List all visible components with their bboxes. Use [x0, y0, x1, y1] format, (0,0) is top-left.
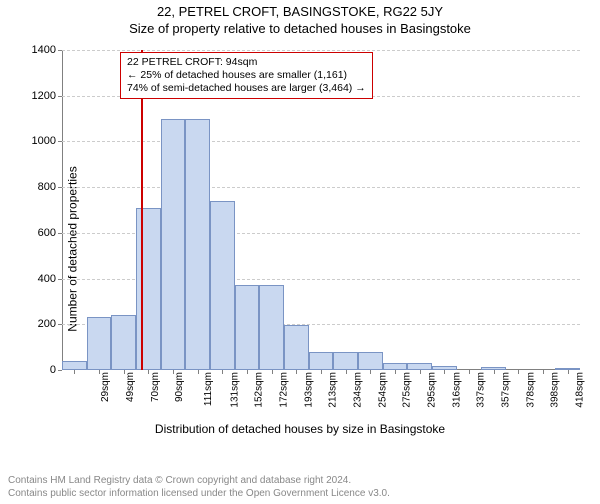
y-tick-mark [58, 141, 62, 142]
x-tick-label: 90sqm [174, 372, 185, 402]
info-box: 22 PETREL CROFT: 94sqm← 25% of detached … [120, 52, 373, 99]
x-tick-label: 111sqm [203, 372, 214, 406]
y-tick-label: 200 [38, 318, 56, 330]
y-tick-label: 1400 [32, 44, 56, 56]
x-tick-mark [74, 370, 75, 374]
chart-container: Number of detached properties 0200400600… [0, 42, 600, 442]
histogram-bar [87, 317, 112, 370]
histogram-bar [185, 119, 210, 370]
grid-line [62, 141, 580, 142]
x-tick-label: 316sqm [451, 372, 462, 408]
x-tick-label: 398sqm [550, 372, 561, 408]
page-subtitle: Size of property relative to detached ho… [0, 21, 600, 36]
histogram-bar [136, 208, 161, 370]
y-tick-mark [58, 187, 62, 188]
y-tick-mark [58, 50, 62, 51]
info-box-line: 22 PETREL CROFT: 94sqm [127, 56, 366, 69]
y-tick-mark [58, 370, 62, 371]
x-tick-mark [444, 370, 445, 374]
x-tick-label: 254sqm [377, 372, 388, 408]
histogram-bar [111, 315, 136, 370]
histogram-bar [259, 285, 284, 370]
histogram-bar [309, 352, 334, 370]
x-tick-label: 234sqm [353, 372, 364, 408]
x-tick-label: 152sqm [254, 372, 265, 408]
y-axis-line [62, 50, 63, 370]
histogram-bar [333, 352, 358, 370]
x-tick-label: 418sqm [575, 372, 586, 408]
footer-line-2: Contains public sector information licen… [8, 488, 390, 501]
x-tick-mark [494, 370, 495, 374]
x-tick-mark [395, 370, 396, 374]
y-tick-mark [58, 96, 62, 97]
histogram-bar [161, 119, 186, 370]
x-tick-mark [99, 370, 100, 374]
x-tick-label: 378sqm [525, 372, 536, 408]
x-tick-label: 275sqm [402, 372, 413, 408]
y-tick-label: 0 [50, 364, 56, 376]
x-tick-label: 49sqm [125, 372, 136, 402]
y-tick-mark [58, 324, 62, 325]
x-tick-mark [321, 370, 322, 374]
grid-line [62, 187, 580, 188]
footer-attribution: Contains HM Land Registry data © Crown c… [8, 475, 390, 500]
histogram-bar [235, 285, 260, 370]
plot-area: 020040060080010001200140029sqm49sqm70sqm… [62, 50, 580, 370]
histogram-bar [210, 201, 235, 370]
x-tick-label: 70sqm [150, 372, 161, 402]
footer-line-1: Contains HM Land Registry data © Crown c… [8, 475, 390, 488]
y-tick-label: 600 [38, 227, 56, 239]
x-tick-label: 357sqm [501, 372, 512, 408]
info-box-line: 74% of semi-detached houses are larger (… [127, 82, 366, 95]
y-tick-label: 1200 [32, 90, 56, 102]
x-tick-label: 131sqm [229, 372, 240, 408]
x-tick-mark [173, 370, 174, 374]
x-tick-mark [346, 370, 347, 374]
x-tick-label: 213sqm [328, 372, 339, 408]
x-tick-label: 193sqm [303, 372, 314, 408]
y-tick-label: 400 [38, 273, 56, 285]
x-tick-label: 337sqm [476, 372, 487, 408]
page-title: 22, PETREL CROFT, BASINGSTOKE, RG22 5JY [0, 4, 600, 19]
x-tick-mark [148, 370, 149, 374]
histogram-bar [407, 363, 432, 370]
x-tick-mark [272, 370, 273, 374]
grid-line [62, 50, 580, 51]
x-tick-label: 29sqm [100, 372, 111, 402]
x-tick-mark [543, 370, 544, 374]
x-tick-mark [518, 370, 519, 374]
y-tick-label: 800 [38, 181, 56, 193]
x-tick-mark [370, 370, 371, 374]
x-tick-label: 295sqm [427, 372, 438, 408]
y-tick-mark [58, 279, 62, 280]
x-tick-mark [568, 370, 569, 374]
x-axis-label: Distribution of detached houses by size … [0, 422, 600, 436]
x-tick-mark [124, 370, 125, 374]
info-box-line: ← 25% of detached houses are smaller (1,… [127, 69, 366, 82]
x-tick-mark [247, 370, 248, 374]
x-tick-mark [198, 370, 199, 374]
histogram-bar [62, 361, 87, 370]
x-tick-mark [420, 370, 421, 374]
histogram-bar [358, 352, 383, 370]
x-tick-mark [469, 370, 470, 374]
y-tick-mark [58, 233, 62, 234]
histogram-bar [284, 325, 309, 370]
y-tick-label: 1000 [32, 135, 56, 147]
histogram-bar [383, 363, 408, 370]
x-tick-mark [296, 370, 297, 374]
x-tick-label: 172sqm [279, 372, 290, 408]
x-tick-mark [222, 370, 223, 374]
